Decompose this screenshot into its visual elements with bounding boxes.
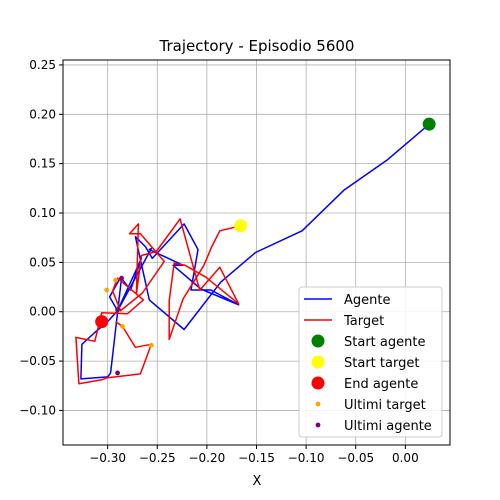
legend-label: Ultimi target <box>344 398 426 413</box>
legend-marker-swatch <box>311 376 325 390</box>
scatter-point <box>115 370 120 376</box>
legend-box <box>298 286 443 438</box>
legend-marker-swatch <box>311 334 325 348</box>
scatter-point <box>148 342 154 348</box>
x-tick-label: −0.25 <box>139 451 176 465</box>
scatter-point <box>113 277 118 283</box>
legend: Agente Target Start agente Start target End … <box>298 286 443 438</box>
x-tick-label: 0.00 <box>392 451 419 465</box>
plot-points <box>95 117 436 376</box>
legend-point-swatch <box>315 401 321 407</box>
x-tick-label: −0.20 <box>188 451 225 465</box>
marker-end-agente <box>95 315 109 329</box>
scatter-point <box>119 275 124 281</box>
y-tick-label: 0.25 <box>29 58 56 72</box>
y-tick-label: −0.05 <box>19 354 56 368</box>
y-tick-label: 0.05 <box>29 255 56 269</box>
legend-label: Start agente <box>344 335 425 350</box>
x-tick-label: −0.30 <box>89 451 126 465</box>
y-tick-label: 0.10 <box>29 206 56 220</box>
chart-title: Trajectory - Episodio 5600 <box>159 37 355 55</box>
legend-label: End agente <box>344 377 418 392</box>
marker-start-agente <box>422 117 436 131</box>
y-tick-label: −0.10 <box>19 403 56 417</box>
legend-point-swatch <box>315 422 321 428</box>
legend-marker-swatch <box>311 355 325 369</box>
x-tick-label: −0.10 <box>288 451 325 465</box>
y-tick-label: 0.15 <box>29 157 56 171</box>
scatter-point <box>120 324 125 329</box>
y-tick-label: 0.00 <box>29 305 56 319</box>
series-line-target <box>75 218 241 385</box>
legend-label: Target <box>343 314 384 329</box>
y-tick-label: 0.20 <box>29 107 56 121</box>
x-tick-label: −0.05 <box>337 451 374 465</box>
axis-ticks: −0.30 −0.25 −0.20 −0.15 −0.10 −0.05 0.00−0.10−… <box>19 58 418 465</box>
x-axis-label: X <box>253 474 262 489</box>
legend-label: Ultimi agente <box>344 419 432 434</box>
x-tick-label: −0.15 <box>238 451 275 465</box>
marker-start-target <box>234 219 248 233</box>
legend-label: Agente <box>344 293 390 308</box>
scatter-point <box>115 307 120 313</box>
legend-label: Start target <box>344 356 419 371</box>
scatter-point <box>104 287 110 293</box>
